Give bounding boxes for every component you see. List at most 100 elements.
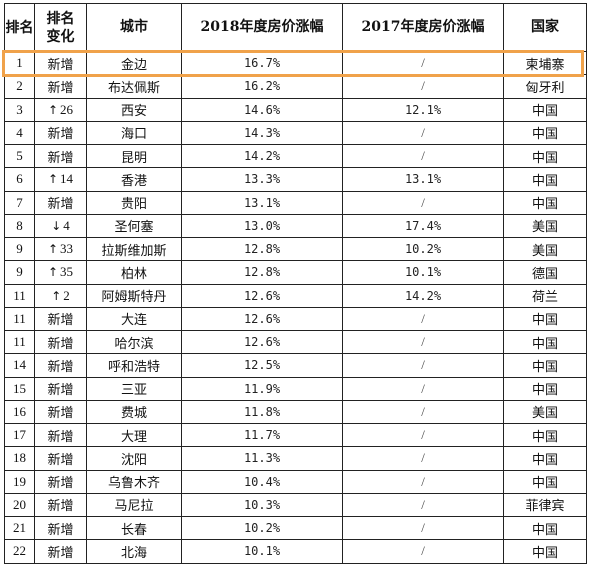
cell-country: 美国 [503, 399, 587, 425]
cell-rank: 14 [4, 353, 35, 378]
cell-country: 美国 [503, 236, 587, 262]
cell-rank: 9 [4, 236, 35, 262]
table-row: 11 新增 哈尔滨 12.6% / 中国 [4, 329, 587, 355]
cell-rank-change: 新增 [34, 143, 87, 169]
table-row: 9 ↑ 35 柏林 12.8% 10.1% 德国 [4, 260, 587, 285]
cell-growth-2018: 16.2% [181, 74, 343, 99]
cell-city: 香港 [86, 167, 182, 192]
cell-country: 中国 [503, 167, 587, 192]
cell-growth-2018: 12.6% [181, 306, 343, 332]
cell-country: 中国 [503, 143, 587, 169]
cell-country: 中国 [503, 97, 587, 122]
cell-rank: 18 [4, 446, 35, 471]
cell-country: 匈牙利 [503, 74, 587, 99]
cell-growth-2017: / [342, 515, 504, 541]
cell-country: 柬埔寨 [503, 50, 587, 76]
table-body: 1 新增 金边 16.7% / 柬埔寨 2 新增 布达佩斯 16.2% / 匈牙利 3 ↑ 26 西安 14.6… [4, 50, 587, 564]
table-row: 21 新增 长春 10.2% / 中国 [4, 515, 587, 541]
cell-country: 中国 [503, 422, 587, 448]
table-row: 3 ↑ 26 西安 14.6% 12.1% 中国 [4, 97, 587, 122]
table-row: 11 新增 大连 12.6% / 中国 [4, 306, 587, 332]
cell-growth-2018: 11.9% [181, 376, 343, 401]
cell-rank: 22 [4, 539, 35, 564]
cell-rank-change: 新增 [34, 190, 87, 215]
rank-change-value: 26 [60, 101, 74, 117]
cell-growth-2017: / [342, 469, 504, 494]
cell-country: 菲律宾 [503, 492, 587, 518]
cell-city: 大理 [86, 422, 182, 448]
cell-rank-change: 新增 [34, 422, 87, 448]
cell-growth-2017: 13.1% [342, 167, 504, 192]
cell-city: 圣何塞 [86, 213, 182, 239]
cell-country: 中国 [503, 120, 587, 146]
cell-city: 长春 [86, 515, 182, 541]
cell-city: 沈阳 [86, 446, 182, 471]
cell-city: 布达佩斯 [86, 74, 182, 99]
cell-country: 中国 [503, 329, 587, 355]
cell-city: 呼和浩特 [86, 353, 182, 378]
cell-city: 拉斯维加斯 [86, 236, 182, 262]
table-row: 19 新增 乌鲁木齐 10.4% / 中国 [4, 469, 587, 494]
cell-country: 中国 [503, 515, 587, 541]
cell-growth-2018: 12.5% [181, 353, 343, 378]
cell-city: 大连 [86, 306, 182, 332]
cell-growth-2018: 12.8% [181, 236, 343, 262]
cell-growth-2017: / [342, 446, 504, 471]
cell-growth-2017: / [342, 306, 504, 332]
table-header: 排名 排名变化 城市 2018年度房价涨幅 2017年度房价涨幅 国家 [4, 3, 587, 52]
cell-growth-2017: / [342, 422, 504, 448]
cell-city: 昆明 [86, 143, 182, 169]
table-row: 18 新增 沈阳 11.3% / 中国 [4, 446, 587, 471]
cell-rank: 16 [4, 399, 35, 425]
header-growth-2018: 2018年度房价涨幅 [181, 3, 343, 52]
cell-country: 美国 [503, 213, 587, 239]
cell-rank-change: ↑ 26 [34, 97, 87, 122]
cell-rank-change: 新增 [34, 515, 87, 541]
rank-change-value: 2 [63, 287, 70, 303]
cell-growth-2018: 13.0% [181, 213, 343, 239]
rank-change-value: 33 [60, 241, 74, 257]
cell-country: 中国 [503, 376, 587, 401]
cell-rank-change: 新增 [34, 353, 87, 378]
cell-country: 中国 [503, 306, 587, 332]
cell-growth-2018: 12.8% [181, 260, 343, 285]
cell-rank: 7 [4, 190, 35, 215]
cell-rank: 20 [4, 492, 35, 518]
cell-growth-2018: 11.8% [181, 399, 343, 425]
cell-growth-2017: / [342, 329, 504, 355]
cell-rank-change: 新增 [34, 306, 87, 332]
header-city: 城市 [86, 3, 182, 52]
cell-growth-2018: 10.2% [181, 515, 343, 541]
cell-rank: 1 [4, 50, 35, 76]
cell-rank-change: 新增 [34, 50, 87, 76]
table-row: 4 新增 海口 14.3% / 中国 [4, 120, 587, 146]
table-row: 16 新增 费城 11.8% / 美国 [4, 399, 587, 425]
cell-growth-2018: 13.1% [181, 190, 343, 215]
cell-city: 阿姆斯特丹 [86, 283, 182, 308]
cell-growth-2018: 14.6% [181, 97, 343, 122]
table-row: 22 新增 北海 10.1% / 中国 [4, 539, 587, 564]
cell-country: 德国 [503, 260, 587, 285]
cell-growth-2018: 14.2% [181, 143, 343, 169]
cell-rank-change: 新增 [34, 446, 87, 471]
rank-change-value: 35 [60, 264, 74, 280]
cell-growth-2018: 11.7% [181, 422, 343, 448]
table-row: 15 新增 三亚 11.9% / 中国 [4, 376, 587, 401]
cell-rank-change: 新增 [34, 74, 87, 99]
table-row: 9 ↑ 33 拉斯维加斯 12.8% 10.2% 美国 [4, 236, 587, 262]
table-row: 6 ↑ 14 香港 13.3% 13.1% 中国 [4, 167, 587, 192]
cell-rank-change: 新增 [34, 399, 87, 425]
cell-rank: 21 [4, 515, 35, 541]
cell-rank-change: ↑ 14 [34, 167, 87, 192]
cell-growth-2017: / [342, 376, 504, 401]
cell-country: 中国 [503, 539, 587, 564]
table-row: 14 新增 呼和浩特 12.5% / 中国 [4, 353, 587, 378]
cell-city: 西安 [86, 97, 182, 122]
cell-growth-2017: / [342, 74, 504, 99]
cell-city: 柏林 [86, 260, 182, 285]
cell-rank: 15 [4, 376, 35, 401]
arrow-up-icon: ↑ [47, 265, 59, 280]
cell-city: 北海 [86, 539, 182, 564]
cell-growth-2017: 12.1% [342, 97, 504, 122]
